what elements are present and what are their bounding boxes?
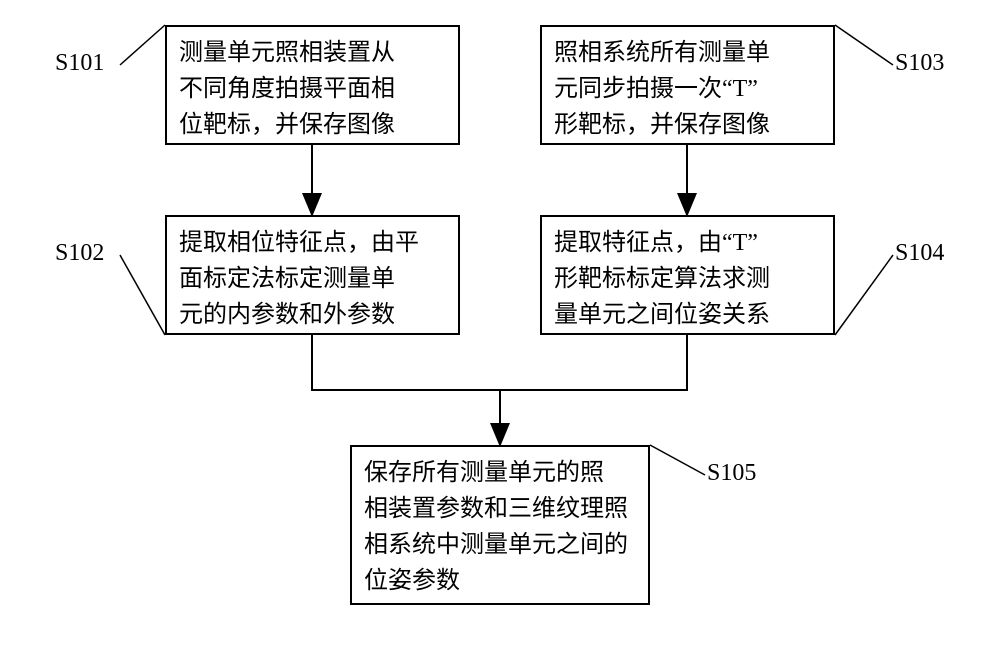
conn-l103 — [835, 25, 893, 65]
label-s101-text: S101 — [55, 50, 104, 76]
flowchart-canvas: 测量单元照相装置从 不同角度拍摄平面相 位靶标，并保存图像 照相系统所有测量单 … — [0, 0, 1000, 650]
label-s101: S101 — [55, 50, 104, 77]
label-s102-text: S102 — [55, 240, 104, 266]
label-s104: S104 — [895, 240, 944, 267]
node-s101: 测量单元照相装置从 不同角度拍摄平面相 位靶标，并保存图像 — [165, 25, 460, 145]
conn-l105 — [650, 445, 705, 475]
node-s105-text: 保存所有测量单元的照 相装置参数和三维纹理照 相系统中测量单元之间的 位姿参数 — [364, 455, 628, 599]
node-s104: 提取特征点，由“T” 形靶标标定算法求测 量单元之间位姿关系 — [540, 215, 835, 335]
label-s105-text: S105 — [707, 460, 756, 486]
label-s103-text: S103 — [895, 50, 944, 76]
conn-l101 — [120, 25, 165, 65]
label-s103: S103 — [895, 50, 944, 77]
node-s105: 保存所有测量单元的照 相装置参数和三维纹理照 相系统中测量单元之间的 位姿参数 — [350, 445, 650, 605]
edge-merge-to-s105 — [312, 335, 687, 390]
label-s105: S105 — [707, 460, 756, 487]
node-s104-text: 提取特征点，由“T” 形靶标标定算法求测 量单元之间位姿关系 — [554, 225, 770, 333]
node-s102-text: 提取相位特征点，由平 面标定法标定测量单 元的内参数和外参数 — [179, 225, 419, 333]
node-s102: 提取相位特征点，由平 面标定法标定测量单 元的内参数和外参数 — [165, 215, 460, 335]
conn-l102 — [120, 255, 165, 335]
node-s103: 照相系统所有测量单 元同步拍摄一次“T” 形靶标，并保存图像 — [540, 25, 835, 145]
label-s102: S102 — [55, 240, 104, 267]
conn-l104 — [835, 255, 893, 335]
node-s101-text: 测量单元照相装置从 不同角度拍摄平面相 位靶标，并保存图像 — [179, 35, 395, 143]
label-s104-text: S104 — [895, 240, 944, 266]
node-s103-text: 照相系统所有测量单 元同步拍摄一次“T” 形靶标，并保存图像 — [554, 35, 770, 143]
